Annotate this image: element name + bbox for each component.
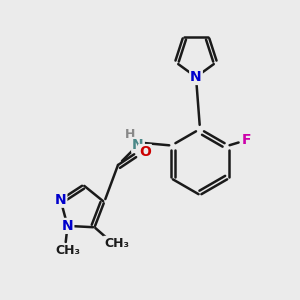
Text: N: N (132, 138, 144, 152)
Text: CH₃: CH₃ (104, 237, 129, 250)
Text: N: N (55, 193, 66, 207)
Text: N: N (190, 70, 202, 84)
Text: CH₃: CH₃ (55, 244, 80, 257)
Text: H: H (125, 128, 135, 142)
Text: F: F (242, 133, 251, 146)
Text: N: N (62, 219, 73, 233)
Text: O: O (139, 145, 151, 159)
